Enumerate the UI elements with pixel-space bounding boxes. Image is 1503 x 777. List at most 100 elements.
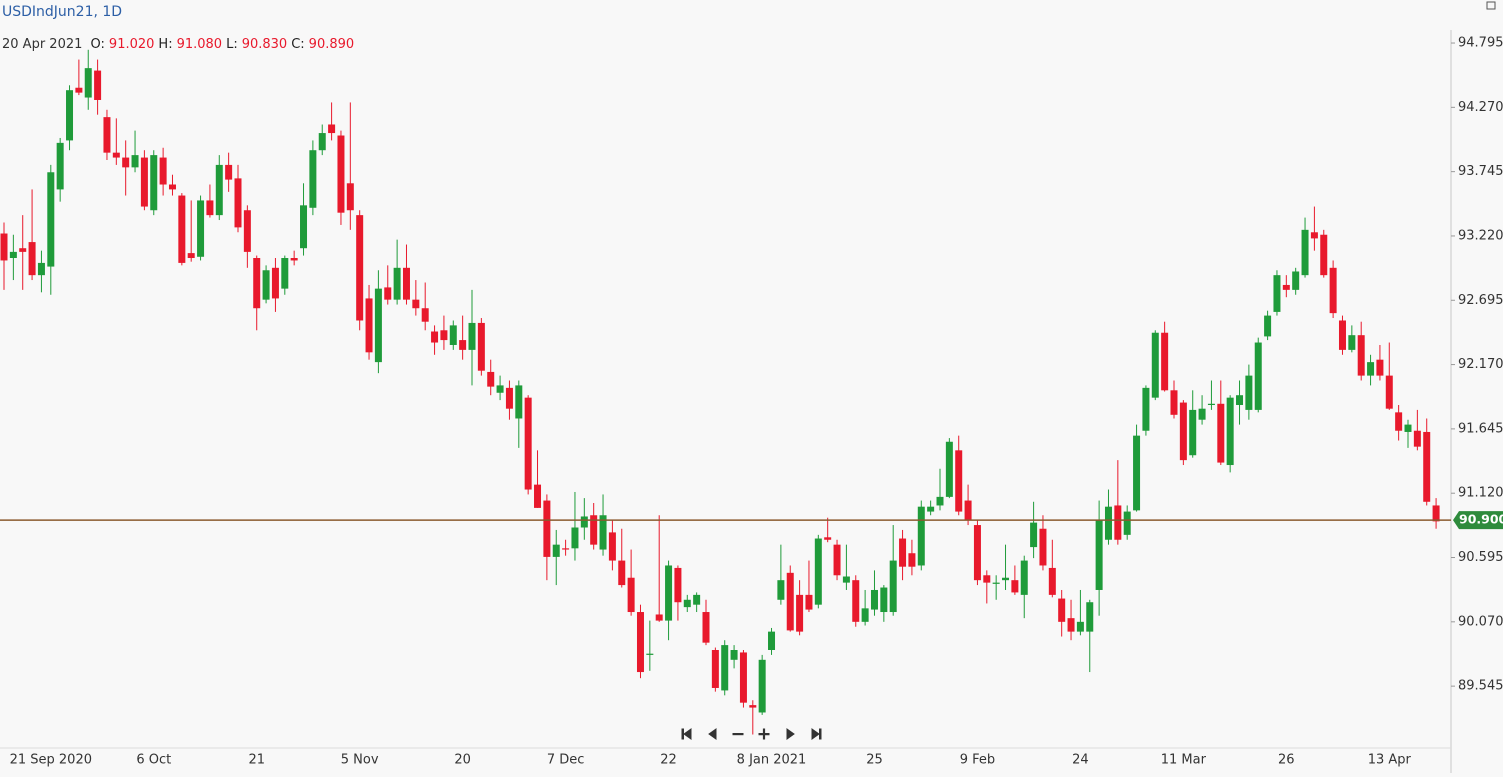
candle-body xyxy=(1198,408,1206,420)
candle-body xyxy=(365,298,373,353)
candle-body xyxy=(94,70,102,100)
candle-body xyxy=(973,525,981,581)
candle-body xyxy=(309,150,317,208)
candle-body xyxy=(468,322,476,350)
nav-last-bar[interactable] xyxy=(819,728,822,740)
candle-body xyxy=(1376,359,1384,376)
x-tick-label: 25 xyxy=(866,753,883,768)
candle-body xyxy=(693,594,701,605)
candle-body xyxy=(197,200,205,257)
candle-body xyxy=(290,258,298,261)
header-value: 90.830 xyxy=(242,37,288,52)
header-value: 90.890 xyxy=(309,37,355,52)
candle-body xyxy=(459,340,467,350)
candle-body xyxy=(730,650,738,660)
header-value: 91.020 xyxy=(109,37,155,52)
candle-body xyxy=(1254,342,1262,410)
candle-body xyxy=(636,612,644,673)
candle-body xyxy=(37,262,45,276)
ohlc-header: 20 Apr 2021 O: 91.020 H: 91.080 L: 90.830 C: 90… xyxy=(2,37,354,52)
x-tick-label: 26 xyxy=(1278,753,1295,768)
candle-body xyxy=(1104,506,1112,540)
candle-body xyxy=(1179,402,1187,461)
window-button[interactable] xyxy=(1486,1,1496,10)
candle-body xyxy=(562,548,570,550)
candle-body xyxy=(796,594,804,632)
candle-body xyxy=(178,195,186,263)
nav-zoom-in[interactable] xyxy=(758,728,770,740)
x-tick-label: 8 Jan 2021 xyxy=(737,753,807,768)
candle-body xyxy=(1189,409,1197,456)
x-tick-label: 11 Mar xyxy=(1161,753,1207,768)
candle-body xyxy=(1039,528,1047,566)
candle-body xyxy=(814,538,822,605)
candle-body xyxy=(543,500,551,557)
x-tick-label: 5 Nov xyxy=(341,753,379,768)
candle-body xyxy=(1385,375,1393,409)
candle-body xyxy=(1236,395,1244,406)
candle-body xyxy=(253,258,261,309)
candle-body xyxy=(1357,335,1365,376)
nav-prev[interactable] xyxy=(708,728,717,740)
candle-body xyxy=(534,484,542,508)
candle-body xyxy=(1320,234,1328,276)
candle-body xyxy=(870,589,878,610)
candle-body xyxy=(777,580,785,600)
candle-body xyxy=(1217,403,1225,463)
candle-body xyxy=(571,527,579,549)
candle-body xyxy=(1301,229,1309,276)
candle-body xyxy=(1413,430,1421,447)
header-key: L: xyxy=(226,37,238,52)
candle-body xyxy=(1151,332,1159,398)
candle-body xyxy=(75,87,83,93)
nav-next[interactable] xyxy=(786,728,795,740)
header-date: 20 Apr 2021 xyxy=(2,37,82,52)
candle-body xyxy=(1123,511,1131,535)
candle-body xyxy=(552,544,560,557)
candle-body xyxy=(19,248,27,252)
candle-body xyxy=(496,385,504,393)
candle-body xyxy=(1338,320,1346,350)
nav-last-arrow[interactable] xyxy=(811,728,820,740)
candle-body xyxy=(1423,431,1431,502)
nav-first[interactable] xyxy=(681,728,692,740)
candle-body xyxy=(449,325,457,345)
candle-body xyxy=(1020,560,1028,595)
candle-body xyxy=(271,267,279,299)
nav-last[interactable] xyxy=(811,728,822,740)
last-price-label: 90.900 xyxy=(1459,512,1503,527)
header-key: O: xyxy=(91,37,105,52)
candle-body xyxy=(346,183,354,211)
y-tick-label: 92.170 xyxy=(1458,357,1503,372)
candle-body xyxy=(187,253,195,259)
candle-body xyxy=(0,233,8,261)
x-tick-label: 24 xyxy=(1072,753,1089,768)
navigation xyxy=(681,728,822,740)
candle-body xyxy=(1348,335,1356,350)
candle-body xyxy=(646,653,654,655)
candle-body xyxy=(861,608,869,622)
candle-body xyxy=(122,157,130,168)
candle-body xyxy=(833,544,841,576)
x-tick-label: 21 xyxy=(248,753,265,768)
candle-body xyxy=(412,299,420,309)
candle-body xyxy=(1076,621,1084,632)
candle-body xyxy=(1329,267,1337,314)
candle-body xyxy=(627,577,635,613)
nav-zoom-out[interactable] xyxy=(732,733,744,736)
candle-body xyxy=(608,532,616,561)
header-value: 91.080 xyxy=(177,37,223,52)
x-tick-label: 9 Feb xyxy=(960,753,995,768)
candle-body xyxy=(590,515,598,545)
candle-body xyxy=(487,371,495,387)
candle-body xyxy=(711,650,719,688)
candle-body xyxy=(9,251,17,259)
candle-body xyxy=(955,450,963,512)
candle-body xyxy=(1142,387,1150,431)
candle-body xyxy=(1095,520,1103,590)
window-icon[interactable] xyxy=(1486,1,1496,10)
candle-body xyxy=(618,560,626,586)
nav-first-arrow[interactable] xyxy=(683,728,692,740)
